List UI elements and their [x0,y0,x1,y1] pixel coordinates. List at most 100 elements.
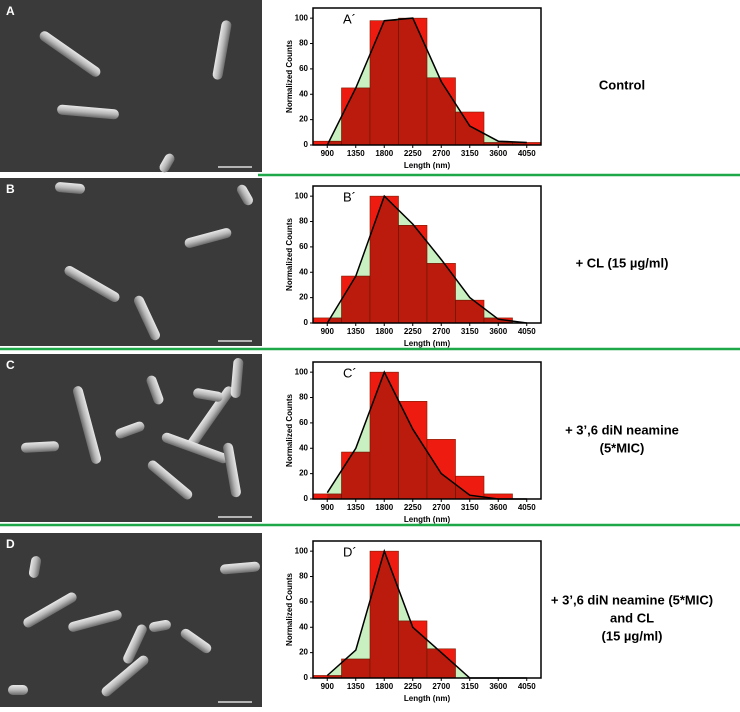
x-tick-label: 3150 [461,327,479,336]
panel-label: D [6,537,15,551]
bacterium [68,610,122,632]
y-tick-label: 60 [299,418,308,427]
panel-label: B [6,182,15,196]
x-axis-label: Length (nm) [404,339,451,348]
y-tick-label: 0 [304,494,309,503]
sem-image: A [0,0,262,173]
x-tick-label: 2250 [404,327,422,336]
y-tick-label: 40 [299,443,308,452]
curve-area [327,196,527,323]
condition-label: and CL [610,610,654,625]
bacterium [237,184,253,206]
bacterium [186,386,234,450]
x-tick-label: 4050 [518,682,536,691]
plot-frame [312,540,542,679]
panel-label: A [6,4,15,18]
condition-label: Control [599,77,645,92]
y-axis-label: Normalized Counts [285,218,294,291]
curve-area [327,551,527,678]
condition-label: + 3’,6 diN neamine (5*MIC) [551,592,713,607]
condition-label: + 3’,6 diN neamine [565,422,679,437]
bacterium [147,460,193,500]
y-tick-label: 80 [299,572,308,581]
bacterium [101,655,149,697]
y-axis-label: Normalized Counts [285,573,294,646]
x-tick-label: 900 [321,682,335,691]
sem-image: B [0,178,262,346]
x-tick-label: 900 [321,327,335,336]
condition-label: (15 µg/ml) [602,628,663,643]
y-tick-label: 20 [299,648,308,657]
x-axis-label: Length (nm) [404,694,451,703]
x-tick-label: 1800 [375,149,393,158]
x-tick-label: 3150 [461,682,479,691]
x-tick-label: 3600 [489,149,507,158]
x-tick-label: 1350 [347,149,365,158]
x-axis-label: Length (nm) [404,515,451,524]
y-tick-label: 100 [295,367,309,376]
y-tick-label: 40 [299,267,308,276]
bacterium [39,31,101,77]
plot-frame [312,7,542,146]
y-tick-label: 40 [299,622,308,631]
chart-title: B´ [343,189,356,204]
bacterium [149,619,171,633]
y-tick-label: 100 [295,546,309,555]
bacterium [23,592,77,628]
bacterium [220,561,260,575]
bacterium [223,442,241,498]
bacterium [146,375,164,405]
x-tick-label: 2700 [432,503,450,512]
bacterium [123,624,147,664]
bacterium [212,20,232,80]
y-tick-label: 20 [299,469,308,478]
x-tick-label: 3150 [461,149,479,158]
x-tick-label: 2700 [432,149,450,158]
x-tick-label: 1350 [347,682,365,691]
x-tick-label: 900 [321,149,335,158]
x-tick-label: 1800 [375,503,393,512]
y-tick-label: 80 [299,217,308,226]
y-tick-label: 0 [304,140,309,149]
x-tick-label: 3600 [489,682,507,691]
y-tick-label: 20 [299,115,308,124]
bacterium [230,358,244,398]
plot-frame [312,361,542,500]
x-tick-label: 900 [321,503,335,512]
x-tick-label: 1350 [347,327,365,336]
y-tick-label: 80 [299,39,308,48]
bacterium [193,388,223,402]
chart-title: A´ [343,11,356,26]
bacterium [180,628,212,654]
x-tick-label: 1800 [375,327,393,336]
bacterium [57,104,119,120]
x-tick-label: 2250 [404,682,422,691]
x-tick-label: 3600 [489,327,507,336]
curve-line [326,194,527,324]
curve-line [326,17,527,146]
sem-image: D [0,533,262,707]
y-axis-label: Normalized Counts [285,394,294,467]
y-tick-label: 60 [299,64,308,73]
bacterium [72,386,102,464]
bacterium [21,441,59,453]
bacterium [28,556,42,578]
bacterium [184,228,232,248]
y-tick-label: 80 [299,393,308,402]
x-tick-label: 2250 [404,149,422,158]
x-tick-label: 2700 [432,327,450,336]
x-tick-label: 1800 [375,682,393,691]
y-tick-label: 60 [299,242,308,251]
x-axis-label: Length (nm) [404,161,451,170]
bacterium [115,421,145,439]
x-tick-label: 3600 [489,503,507,512]
y-tick-label: 40 [299,89,308,98]
sem-background [0,178,262,346]
plot-frame [312,185,542,324]
x-tick-label: 4050 [518,503,536,512]
bacterium [159,153,175,173]
bacterium [64,266,120,302]
bacterium [8,685,28,695]
x-tick-label: 2700 [432,682,450,691]
